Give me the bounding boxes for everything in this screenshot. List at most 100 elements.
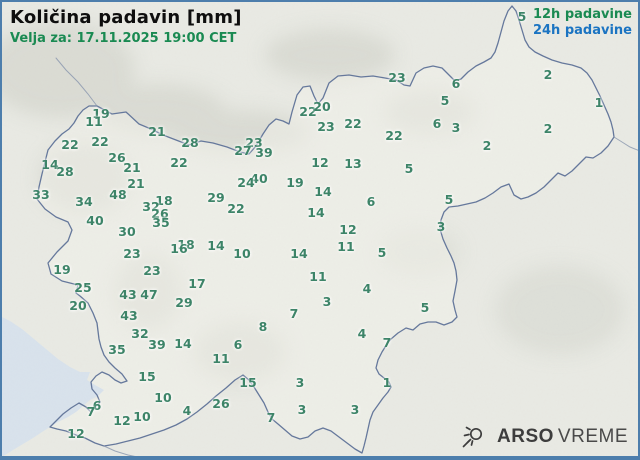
precip-value: 23 (123, 245, 141, 261)
precip-value: 3 (297, 401, 307, 417)
precip-value: 32 (142, 198, 160, 214)
precip-value: 4 (357, 325, 367, 341)
valid-time-label: Velja za: 17.11.2025 19:00 CET (10, 31, 237, 46)
precip-value: 18 (155, 192, 173, 208)
precip-value: 19 (53, 261, 71, 277)
logo-product: VREME (557, 426, 628, 447)
precip-value: 14 (174, 335, 192, 351)
precip-value: 11 (337, 238, 355, 254)
precip-value: 25 (74, 279, 92, 295)
precip-value: 32 (131, 325, 149, 341)
precip-value: 6 (451, 75, 461, 91)
precip-value: 14 (41, 156, 59, 172)
precip-value: 5 (440, 92, 450, 108)
precip-value: 18 (177, 236, 195, 252)
precip-value: 40 (250, 170, 268, 186)
precip-value: 14 (307, 204, 325, 220)
precip-value: 12 (339, 221, 357, 237)
precip-value: 16 (170, 240, 188, 256)
precip-value: 34 (75, 193, 93, 209)
precip-value: 8 (258, 318, 268, 334)
precip-value: 17 (188, 275, 206, 291)
precip-value: 4 (362, 280, 372, 296)
precip-value: 7 (289, 305, 299, 321)
logo-agency: ARSO (497, 426, 554, 447)
precip-value: 6 (432, 115, 442, 131)
precip-value: 28 (56, 163, 74, 179)
precip-value: 5 (517, 8, 527, 24)
precip-value: 5 (444, 191, 454, 207)
precip-value: 30 (118, 223, 136, 239)
precip-value: 6 (92, 397, 102, 413)
page-title: Količina padavin [mm] (10, 7, 242, 28)
precip-value: 23 (245, 134, 263, 150)
precip-value: 15 (138, 368, 156, 384)
precip-value: 24 (237, 174, 255, 190)
precip-value: 3 (350, 401, 360, 417)
precip-value: 10 (154, 389, 172, 405)
precip-value: 12 (311, 154, 329, 170)
precip-value: 2 (543, 120, 553, 136)
precip-value: 22 (91, 133, 109, 149)
precip-value: 2 (543, 66, 553, 82)
precip-value: 21 (148, 123, 166, 139)
precip-value: 43 (120, 307, 138, 323)
precip-value: 10 (133, 408, 151, 424)
precip-value: 3 (436, 218, 446, 234)
precip-value: 6 (233, 336, 243, 352)
precip-value: 11 (85, 113, 103, 129)
precip-value: 2 (482, 137, 492, 153)
precip-value: 4 (182, 402, 192, 418)
precip-value: 20 (313, 98, 331, 114)
logo-wordmark: ARSO VREME (497, 426, 628, 448)
precip-value: 28 (181, 134, 199, 150)
precip-value: 7 (382, 334, 392, 350)
precip-value: 22 (299, 103, 317, 119)
arso-vreme-logo[interactable]: ARSO VREME (460, 423, 628, 451)
precip-value: 20 (69, 297, 87, 313)
precip-value: 11 (309, 268, 327, 284)
precip-value: 21 (123, 159, 141, 175)
map-header: Količina padavin [mm] Velja za: 17.11.20… (10, 7, 242, 46)
precip-value: 29 (207, 189, 225, 205)
precip-value: 7 (266, 409, 276, 425)
precip-value: 14 (290, 245, 308, 261)
precip-value: 19 (286, 174, 304, 190)
precip-value: 1 (382, 374, 392, 390)
period-legend: 12h padavine 24h padavine (533, 7, 632, 39)
precip-value: 29 (175, 294, 193, 310)
precip-value: 5 (420, 299, 430, 315)
precip-value: 15 (239, 374, 257, 390)
sun-icon (460, 423, 488, 451)
precip-value: 14 (207, 237, 225, 253)
toggle-12h-padavine[interactable]: 12h padavine (532, 7, 632, 22)
precip-value: 3 (451, 119, 461, 135)
precip-value: 33 (32, 186, 50, 202)
precip-value: 19 (92, 105, 110, 121)
precip-value: 48 (109, 186, 127, 202)
precip-value: 23 (388, 69, 406, 85)
precip-value: 11 (212, 350, 230, 366)
precip-value: 21 (127, 175, 145, 191)
precip-value: 26 (212, 395, 230, 411)
precip-value: 23 (317, 118, 335, 134)
precip-value: 23 (143, 262, 161, 278)
precip-value: 14 (314, 183, 332, 199)
precip-value: 22 (61, 136, 79, 152)
precip-value: 27 (234, 142, 252, 158)
precip-value: 35 (108, 341, 126, 357)
precip-value: 39 (255, 144, 273, 160)
precip-value: 26 (151, 205, 169, 221)
precip-value: 39 (148, 336, 166, 352)
toggle-24h-padavine[interactable]: 24h padavine (532, 23, 632, 38)
precip-value: 12 (113, 412, 131, 428)
precip-value: 26 (108, 149, 126, 165)
precip-value: 12 (67, 425, 85, 441)
precip-value: 22 (227, 200, 245, 216)
precip-value: 35 (152, 214, 170, 230)
precip-value: 22 (385, 127, 403, 143)
